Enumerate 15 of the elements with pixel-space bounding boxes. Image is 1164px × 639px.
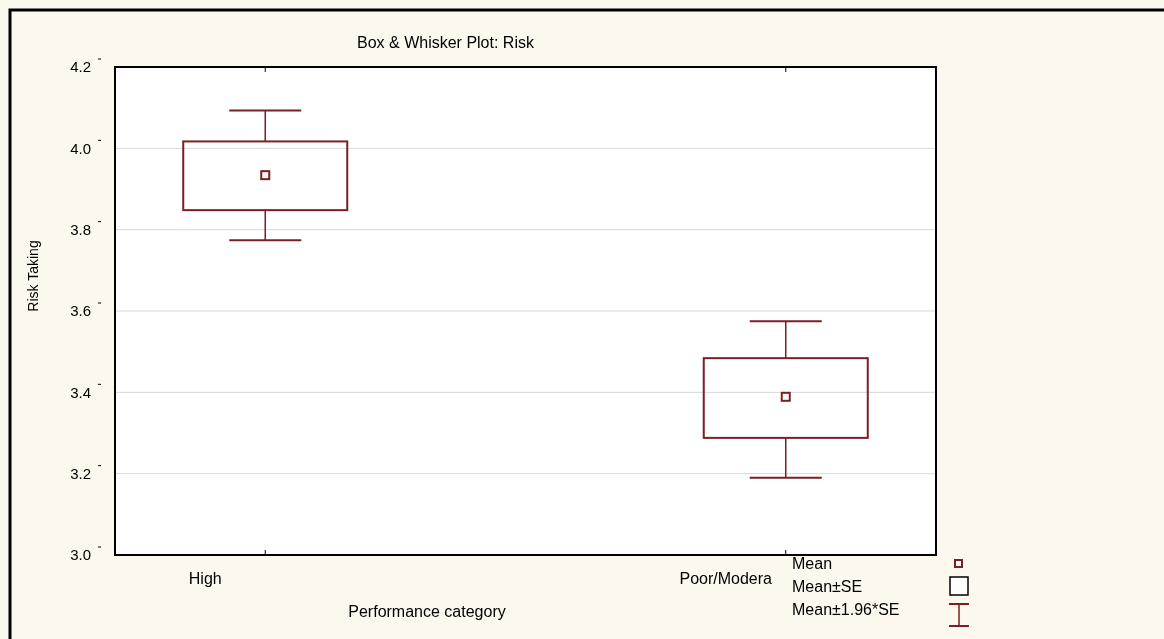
y-tick-label: 3.0 [70, 546, 91, 564]
x-tick-label: Poor/Modera [679, 570, 773, 587]
text: Mean±1.96*SE [792, 600, 900, 618]
y-axis-title: Risk Taking [25, 240, 41, 312]
y-tick-label: 3.6 [70, 302, 91, 320]
y-tick-label: 4.2 [70, 58, 91, 76]
annotation: Mean [792, 554, 833, 572]
x-tick-label: High [188, 570, 222, 587]
y-tick-label: 3.4 [70, 383, 91, 401]
y-tick-label: 3.8 [70, 220, 91, 238]
y-tick-label: 3.2 [70, 464, 91, 482]
x-axis-title: Performance category [348, 603, 506, 620]
text: Mean±SE [792, 577, 863, 595]
chart-title: Box & Whisker Plot: Risk [357, 34, 535, 51]
y-tick-label: 4.0 [70, 139, 91, 157]
